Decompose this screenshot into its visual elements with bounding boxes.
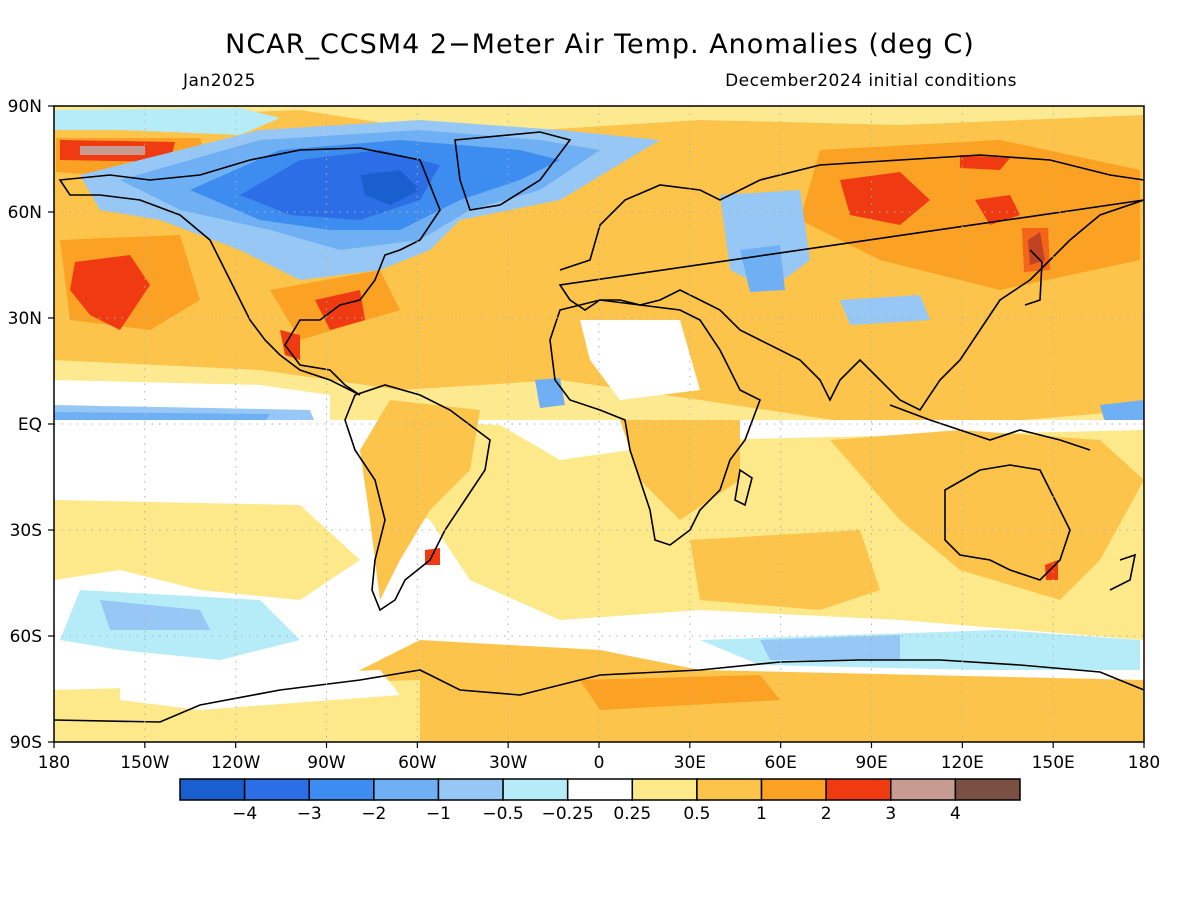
figure-title: NCAR_CCSM4 2−Meter Air Temp. Anomalies (…: [225, 29, 975, 60]
longitude-tick-label: 180: [38, 753, 70, 773]
colorbar-label: −0.25: [542, 804, 594, 824]
colorbar: −4 −3 −2 −1 −0.5 −0.25 0.25 0.5 1 2 3 4: [179, 778, 1021, 824]
colorbar-label: −0.5: [482, 804, 523, 824]
colorbar-label: −1: [426, 804, 451, 824]
longitude-tick-label: 60E: [764, 753, 796, 773]
colorbar-swatch: [243, 778, 310, 801]
colorbar-swatch: [179, 778, 246, 801]
colorbar-swatch: [373, 778, 440, 801]
colorbar-swatch: [631, 778, 698, 801]
longitude-tick-label: 30W: [489, 753, 528, 773]
anomaly-patch: [1022, 228, 1050, 272]
longitude-tick-label: 120W: [211, 753, 260, 773]
map-panel: [53, 105, 1145, 743]
longitude-axis: 180 150W 120W 90W 60W 30W 0 30E 60E 90E 120E 150E 18…: [38, 742, 1160, 773]
anomaly-patch: [840, 295, 930, 325]
coastline-eurasia: [558, 154, 1144, 412]
longitude-tick-label: 150W: [120, 753, 169, 773]
latitude-tick-label: 90N: [8, 97, 42, 117]
anomaly-patch: [620, 420, 740, 520]
anomaly-patch: [535, 378, 565, 408]
graticule: [54, 106, 1144, 742]
coastline-north-america: [58, 147, 441, 396]
anomaly-patch: [960, 155, 1010, 170]
longitude-tick-label: 90W: [307, 753, 346, 773]
coastline-new-zealand: [1109, 553, 1137, 591]
anomaly-patch: [315, 290, 365, 330]
anomaly-patch: [760, 635, 900, 660]
colorbar-swatch: [954, 778, 1021, 801]
latitude-tick-label: EQ: [18, 415, 42, 435]
anomaly-patch: [830, 430, 1144, 600]
colorbar-swatch: [696, 778, 763, 801]
latitude-tick-label: 60S: [10, 627, 42, 647]
latitude-tick-label: 90S: [10, 733, 42, 753]
anomaly-patch: [690, 530, 880, 610]
colorbar-label: −2: [361, 804, 386, 824]
coastline-australia: [944, 464, 1071, 581]
latitude-tick-label: 30S: [10, 521, 42, 541]
colorbar-label: 0.5: [683, 804, 710, 824]
longitude-tick-label: 30E: [674, 753, 706, 773]
anomaly-patch: [840, 172, 930, 225]
longitude-tick-label: 150E: [1032, 753, 1075, 773]
coastline-japan: [1024, 249, 1043, 306]
coastlines: [54, 131, 1144, 723]
anomaly-patch: [360, 170, 420, 205]
colorbar-swatch: [825, 778, 892, 801]
colorbar-swatch: [502, 778, 569, 801]
anomaly-patch: [580, 675, 780, 710]
colorbar-swatch: [890, 778, 957, 801]
longitude-tick-label: 90E: [855, 753, 887, 773]
anomaly-patch: [100, 600, 210, 630]
anomaly-patch: [720, 190, 810, 290]
anomaly-patch: [70, 255, 150, 330]
anomaly-patch: [580, 320, 700, 400]
colorbar-label: 4: [950, 804, 961, 824]
colorbar-label: 1: [756, 804, 767, 824]
coastline-maritime: [889, 404, 1091, 451]
colorbar-swatch: [760, 778, 827, 801]
anomaly-patch: [120, 670, 400, 710]
coastline-antarctica: [54, 659, 1144, 723]
anomaly-patch: [54, 500, 360, 600]
colorbar-label: −3: [297, 804, 322, 824]
coastline-madagascar: [734, 468, 753, 507]
colorbar-label: 3: [885, 804, 896, 824]
colorbar-swatch: [308, 778, 375, 801]
longitude-tick-label: 60W: [398, 753, 437, 773]
coastline-greenland: [454, 131, 572, 211]
anomaly-patch: [360, 400, 480, 600]
longitude-tick-label: 120E: [941, 753, 984, 773]
anomaly-patch: [80, 146, 145, 155]
colorbar-label: 2: [821, 804, 832, 824]
colorbar-swatch: [566, 778, 634, 801]
anomaly-patch: [280, 330, 300, 360]
coastline-south-america: [344, 384, 491, 612]
longitude-tick-label: 180: [1128, 753, 1160, 773]
colorbar-swatch: [437, 778, 504, 801]
latitude-tick-label: 30N: [8, 309, 42, 329]
latitude-tick-label: 60N: [8, 203, 42, 223]
longitude-tick-label: 0: [594, 753, 605, 773]
colorbar-label: 0.25: [613, 804, 651, 824]
valid-month-label: Jan2025: [182, 71, 256, 91]
init-conditions-label: December2024 initial conditions: [725, 71, 1017, 91]
coastline-africa: [549, 299, 762, 546]
colorbar-label: −4: [232, 804, 257, 824]
anomaly-patch: [975, 195, 1020, 225]
anomaly-patch: [54, 108, 280, 135]
latitude-axis: 90N 60N 30N EQ 30S 60S 90S: [8, 97, 54, 753]
